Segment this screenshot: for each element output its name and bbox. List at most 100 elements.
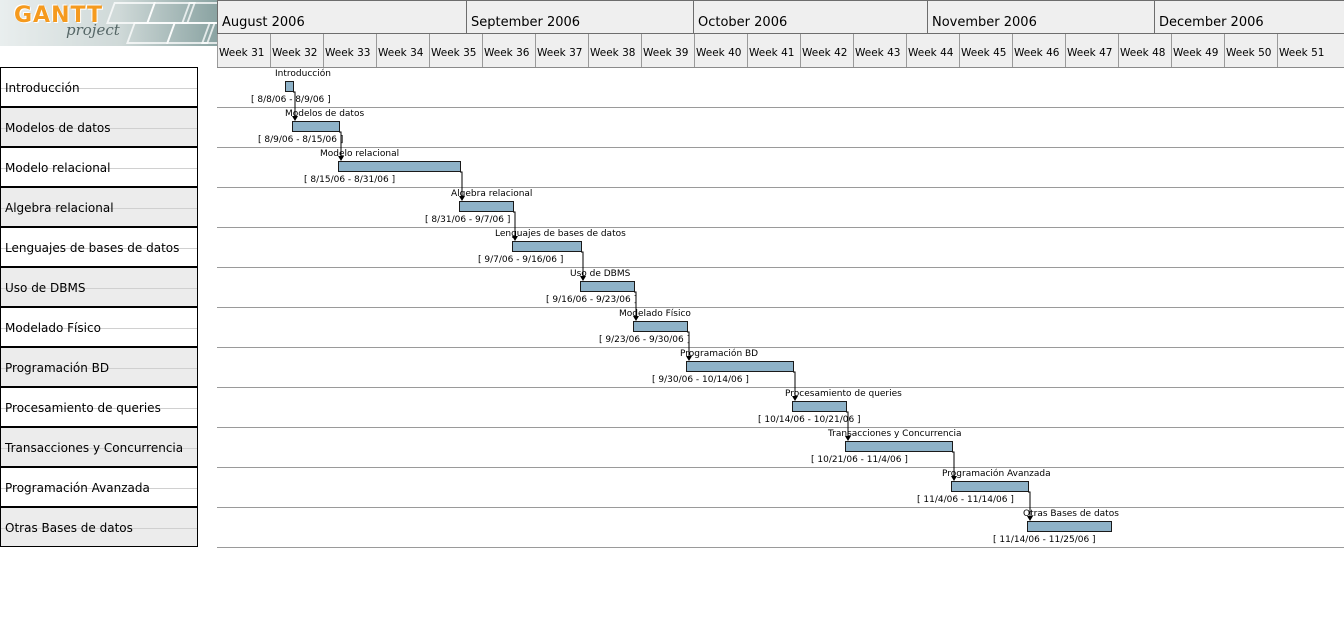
week-label: Week 32 — [270, 34, 323, 67]
task-bar-name: Programación BD — [680, 349, 759, 359]
task-bar-dates: [ 8/31/06 - 9/7/06 ] — [425, 215, 511, 225]
task-name: Programación BD — [5, 361, 110, 375]
task-bar-dates: [ 10/21/06 - 11/4/06 ] — [811, 455, 908, 465]
row-divider — [1, 408, 197, 409]
row-divider — [1, 328, 197, 329]
task-name: Procesamiento de queries — [5, 401, 161, 415]
dependency-arrowhead — [686, 356, 692, 361]
logo-word: GANTT — [14, 3, 104, 28]
task-bar[interactable] — [845, 441, 953, 452]
task-name: Introducción — [5, 81, 80, 95]
task-row[interactable]: Modelos de datos — [0, 107, 198, 147]
task-row[interactable]: Lenguajes de bases de datos — [0, 227, 198, 267]
task-row[interactable]: Transacciones y Concurrencia — [0, 427, 198, 467]
task-bar[interactable] — [512, 241, 582, 252]
task-bar-name: Programación Avanzada — [942, 469, 1051, 479]
task-row[interactable]: Otras Bases de datos — [0, 507, 198, 547]
task-bar[interactable] — [338, 161, 461, 172]
task-bar-name: Algebra relacional — [451, 189, 533, 199]
task-bar[interactable] — [285, 81, 294, 92]
week-label: Week 34 — [376, 34, 429, 67]
task-name: Lenguajes de bases de datos — [5, 241, 180, 255]
dependency-arrowhead — [633, 316, 639, 321]
task-bar-name: Procesamiento de queries — [785, 389, 902, 399]
task-name: Modelo relacional — [5, 161, 111, 175]
task-row[interactable]: Procesamiento de queries — [0, 387, 198, 427]
dependency-line — [687, 331, 690, 357]
week-label: Week 50 — [1224, 34, 1277, 67]
dependency-line — [513, 211, 516, 237]
task-bar-name: Modelos de datos — [285, 109, 365, 119]
task-bar-dates: [ 8/8/06 - 8/9/06 ] — [251, 95, 331, 105]
row-divider — [1, 208, 197, 209]
row-gridline — [217, 507, 1344, 508]
task-bar-dates: [ 10/14/06 - 10/21/06 ] — [758, 415, 861, 425]
task-bar-name: Modelo relacional — [320, 149, 400, 159]
task-bar[interactable] — [792, 401, 847, 412]
row-divider — [1, 88, 197, 89]
task-bar-dates: [ 9/7/06 - 9/16/06 ] — [478, 255, 564, 265]
task-row[interactable]: Algebra relacional — [0, 187, 198, 227]
week-label: Week 44 — [906, 34, 959, 67]
month-header: August 2006 September 2006 October 2006 Nov… — [217, 0, 1344, 34]
task-row[interactable]: Programación Avanzada — [0, 467, 198, 507]
row-divider — [1, 288, 197, 289]
row-gridline — [217, 467, 1344, 468]
week-label: Week 37 — [535, 34, 588, 67]
task-row[interactable]: Modelo relacional — [0, 147, 198, 187]
dependency-line — [634, 291, 637, 317]
row-gridline — [217, 547, 1344, 548]
task-bar[interactable] — [580, 281, 635, 292]
task-bar[interactable] — [633, 321, 688, 332]
row-divider — [1, 168, 197, 169]
task-row[interactable]: Programación BD — [0, 347, 198, 387]
dependency-line — [1028, 491, 1031, 517]
task-name: Uso de DBMS — [5, 281, 86, 295]
dependency-line — [293, 91, 296, 117]
task-name: Modelos de datos — [5, 121, 111, 135]
week-label: Week 45 — [959, 34, 1012, 67]
task-name: Modelado Físico — [5, 321, 101, 335]
row-divider — [1, 248, 197, 249]
task-row[interactable]: Uso de DBMS — [0, 267, 198, 307]
task-bar[interactable] — [459, 201, 514, 212]
task-bar-name: Transacciones y Concurrencia — [828, 429, 962, 439]
dependency-line — [846, 411, 849, 437]
task-bar-dates: [ 11/14/06 - 11/25/06 ] — [993, 535, 1096, 545]
task-row[interactable]: Introducción — [0, 67, 198, 107]
row-divider — [1, 448, 197, 449]
week-label: Week 46 — [1012, 34, 1065, 67]
week-label: Week 36 — [482, 34, 535, 67]
row-gridline — [217, 427, 1344, 428]
task-bar-name: Lenguajes de bases de datos — [495, 229, 626, 239]
week-label: Week 33 — [323, 34, 376, 67]
task-name: Otras Bases de datos — [5, 521, 133, 535]
week-label: Week 38 — [588, 34, 641, 67]
week-label: Week 40 — [694, 34, 747, 67]
row-gridline — [217, 267, 1344, 268]
month-label: November 2006 — [927, 1, 1154, 33]
week-label: Week 31 — [217, 34, 270, 67]
task-bar[interactable] — [292, 121, 340, 132]
week-label: Week 42 — [800, 34, 853, 67]
dependency-arrowhead — [1027, 516, 1033, 521]
row-divider — [1, 128, 197, 129]
week-label: Week 41 — [747, 34, 800, 67]
week-label: Week 49 — [1171, 34, 1224, 67]
task-bar-dates: [ 9/30/06 - 10/14/06 ] — [652, 375, 749, 385]
row-gridline — [217, 107, 1344, 108]
task-bar[interactable] — [686, 361, 794, 372]
dependency-arrowhead — [512, 236, 518, 241]
task-bar[interactable] — [1027, 521, 1112, 532]
dependency-arrowhead — [951, 476, 957, 481]
dependency-line — [952, 451, 955, 477]
month-label: September 2006 — [466, 1, 693, 33]
task-row[interactable]: Modelado Físico — [0, 307, 198, 347]
row-gridline — [217, 347, 1344, 348]
dependency-arrows — [292, 91, 1033, 521]
week-header: Week 31 Week 32 Week 33 Week 34 Week 35 Week … — [217, 34, 1344, 68]
task-bar[interactable] — [951, 481, 1029, 492]
logo-subword: project — [66, 21, 120, 39]
month-label: August 2006 — [217, 1, 466, 33]
dependency-arrowhead — [580, 276, 586, 281]
